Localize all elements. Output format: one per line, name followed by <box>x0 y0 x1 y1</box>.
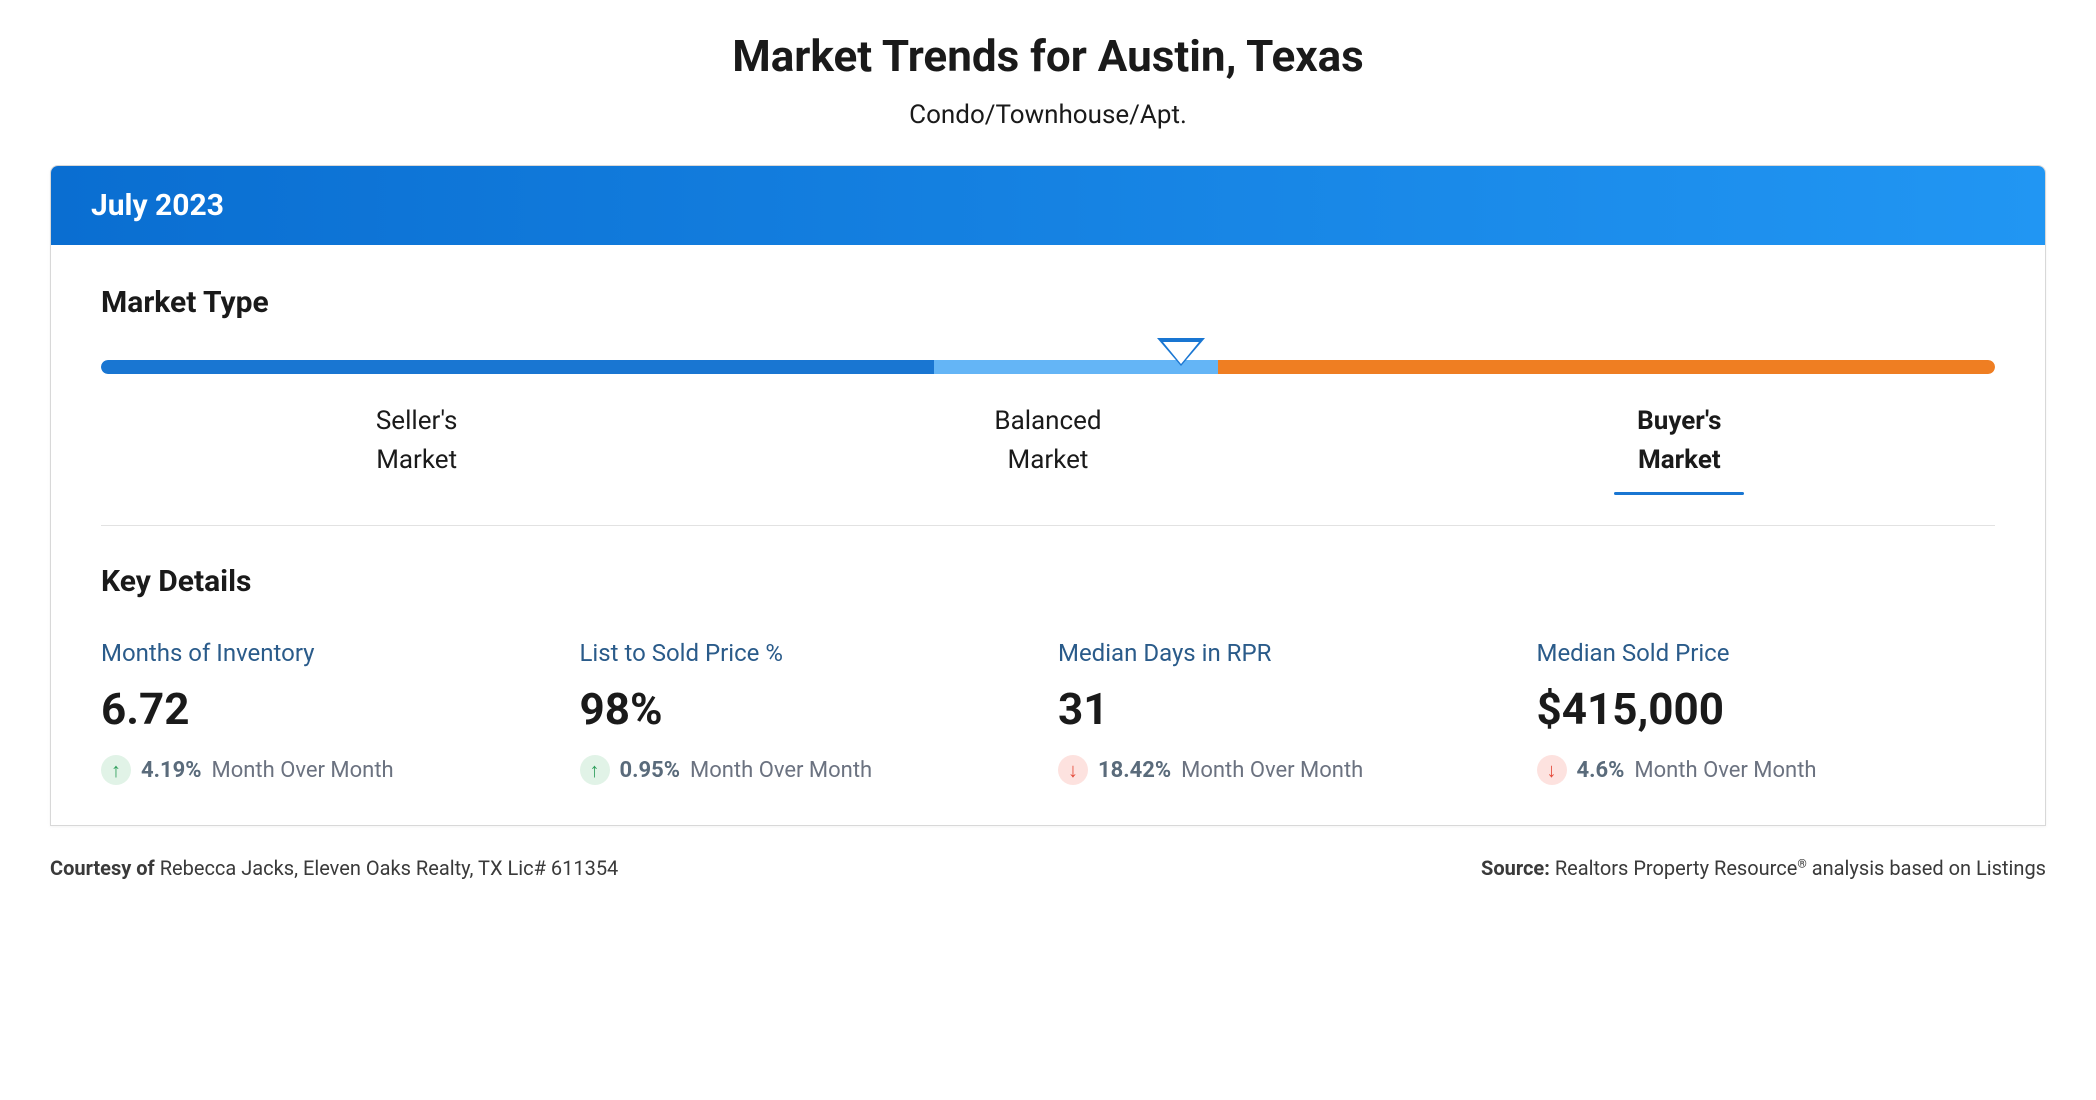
gauge-label-line2: Market <box>1364 441 1995 480</box>
change-period: Month Over Month <box>1634 758 1816 783</box>
metric-label: List to Sold Price % <box>580 639 1039 667</box>
section-divider <box>101 525 1995 526</box>
metric-value: $415,000 <box>1537 683 1996 735</box>
source-line: Source: Realtors Property Resource® anal… <box>1481 856 2046 880</box>
arrow-up-icon: ↑ <box>580 755 610 785</box>
gauge-bar <box>101 360 1995 374</box>
metric-value: 98% <box>580 683 1039 735</box>
change-pct: 18.42% <box>1098 758 1171 783</box>
card-body: Market Type Seller'sMarketBalancedMarket… <box>51 245 2045 825</box>
active-underline <box>1614 492 1744 495</box>
page-footer: Courtesy of Rebecca Jacks, Eleven Oaks R… <box>50 856 2046 880</box>
metrics-row: Months of Inventory 6.72 ↑ 4.19% Month Over … <box>101 639 1995 785</box>
courtesy-line: Courtesy of Rebecca Jacks, Eleven Oaks R… <box>50 856 618 880</box>
gauge-label: Buyer'sMarket <box>1364 402 1995 495</box>
gauge-label-line1: Seller's <box>101 402 732 441</box>
registered-mark-icon: ® <box>1797 856 1806 870</box>
date-banner: July 2023 <box>51 166 2045 245</box>
gauge-segment <box>101 360 934 374</box>
metric: Median Sold Price $415,000 ↓ 4.6% Month Over… <box>1537 639 1996 785</box>
metric: List to Sold Price % 98% ↑ 0.95% Month Over … <box>580 639 1039 785</box>
change-period: Month Over Month <box>1181 758 1363 783</box>
change-pct: 4.19% <box>141 758 202 783</box>
change-pct: 0.95% <box>620 758 681 783</box>
gauge-label: BalancedMarket <box>732 402 1363 495</box>
gauge-label-line2: Market <box>101 441 732 480</box>
metric-change: ↑ 4.19% Month Over Month <box>101 755 560 785</box>
gauge-label-line1: Balanced <box>732 402 1363 441</box>
change-period: Month Over Month <box>212 758 394 783</box>
arrow-up-icon: ↑ <box>101 755 131 785</box>
market-type-title: Market Type <box>101 285 1995 320</box>
page-header: Market Trends for Austin, Texas Condo/To… <box>50 30 2046 130</box>
market-card: July 2023 Market Type Seller'sMarketBala… <box>50 165 2046 826</box>
arrow-down-icon: ↓ <box>1058 755 1088 785</box>
metric-value: 31 <box>1058 683 1517 735</box>
arrow-down-icon: ↓ <box>1537 755 1567 785</box>
gauge-labels: Seller'sMarketBalancedMarketBuyer'sMarke… <box>101 402 1995 495</box>
gauge-pointer-inner-icon <box>1163 342 1199 364</box>
market-type-gauge: Seller'sMarketBalancedMarketBuyer'sMarke… <box>101 360 1995 495</box>
courtesy-text: Rebecca Jacks, Eleven Oaks Realty, TX Li… <box>160 856 619 880</box>
metric: Months of Inventory 6.72 ↑ 4.19% Month Over … <box>101 639 560 785</box>
metric-label: Median Sold Price <box>1537 639 1996 667</box>
metric-change: ↑ 0.95% Month Over Month <box>580 755 1039 785</box>
gauge-label-line2: Market <box>732 441 1363 480</box>
metric-label: Median Days in RPR <box>1058 639 1517 667</box>
courtesy-prefix: Courtesy of <box>50 856 160 880</box>
metric-value: 6.72 <box>101 683 560 735</box>
source-prefix: Source: <box>1481 856 1555 880</box>
change-period: Month Over Month <box>690 758 872 783</box>
page-subtitle: Condo/Townhouse/Apt. <box>50 100 2046 130</box>
metric-change: ↓ 4.6% Month Over Month <box>1537 755 1996 785</box>
gauge-label: Seller'sMarket <box>101 402 732 495</box>
metric-change: ↓ 18.42% Month Over Month <box>1058 755 1517 785</box>
gauge-label-line1: Buyer's <box>1364 402 1995 441</box>
page-title: Market Trends for Austin, Texas <box>50 30 2046 82</box>
gauge-segment <box>1218 360 1995 374</box>
source-text-2: analysis based on Listings <box>1807 856 2046 880</box>
metric-label: Months of Inventory <box>101 639 560 667</box>
metric: Median Days in RPR 31 ↓ 18.42% Month Over Mo… <box>1058 639 1517 785</box>
source-text-1: Realtors Property Resource <box>1555 856 1798 880</box>
date-label: July 2023 <box>91 188 224 223</box>
change-pct: 4.6% <box>1577 758 1625 783</box>
key-details-title: Key Details <box>101 564 1995 599</box>
